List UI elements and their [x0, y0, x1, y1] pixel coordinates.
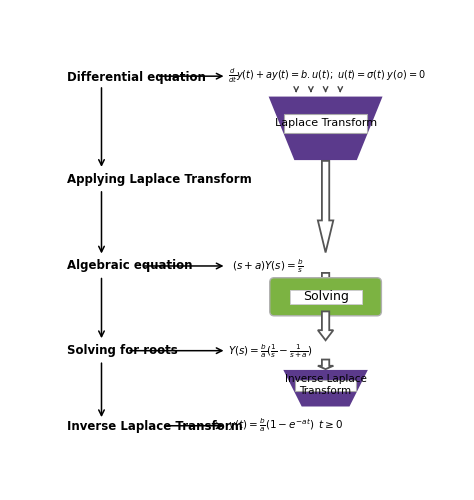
Text: Differential equation: Differential equation [66, 71, 205, 84]
Text: Solving: Solving [302, 290, 348, 304]
Polygon shape [269, 96, 383, 160]
Polygon shape [318, 273, 333, 281]
Text: $y(t) = \frac{b}{a}(1 - e^{-at})\;\; t \geq 0$: $y(t) = \frac{b}{a}(1 - e^{-at})\;\; t \… [228, 417, 344, 434]
Text: $Y(s) = \frac{b}{a}(\frac{1}{s} - \frac{1}{s+a})$: $Y(s) = \frac{b}{a}(\frac{1}{s} - \frac{… [228, 342, 313, 359]
Text: $\frac{d}{dt}y(t) + ay(t) = b.u(t);\; u(t) = \sigma(t)\; y(o) = 0$: $\frac{d}{dt}y(t) + ay(t) = b.u(t);\; u(… [228, 67, 426, 86]
Text: Inverse Laplace Transform: Inverse Laplace Transform [66, 420, 242, 433]
Polygon shape [318, 360, 333, 369]
FancyBboxPatch shape [295, 380, 356, 391]
Text: Inverse Laplace
Transform: Inverse Laplace Transform [285, 374, 366, 396]
Polygon shape [283, 370, 368, 406]
Polygon shape [318, 312, 333, 340]
Text: $(s + a)Y(s) = \frac{b}{s}$: $(s + a)Y(s) = \frac{b}{s}$ [232, 258, 304, 274]
FancyBboxPatch shape [270, 278, 382, 316]
Polygon shape [318, 161, 333, 252]
FancyBboxPatch shape [290, 290, 362, 304]
FancyBboxPatch shape [284, 114, 367, 133]
Text: Algebraic equation: Algebraic equation [66, 260, 192, 272]
Text: Solving for roots: Solving for roots [66, 344, 177, 357]
Text: Laplace Transform: Laplace Transform [274, 118, 377, 128]
Text: Applying Laplace Transform: Applying Laplace Transform [66, 173, 251, 186]
